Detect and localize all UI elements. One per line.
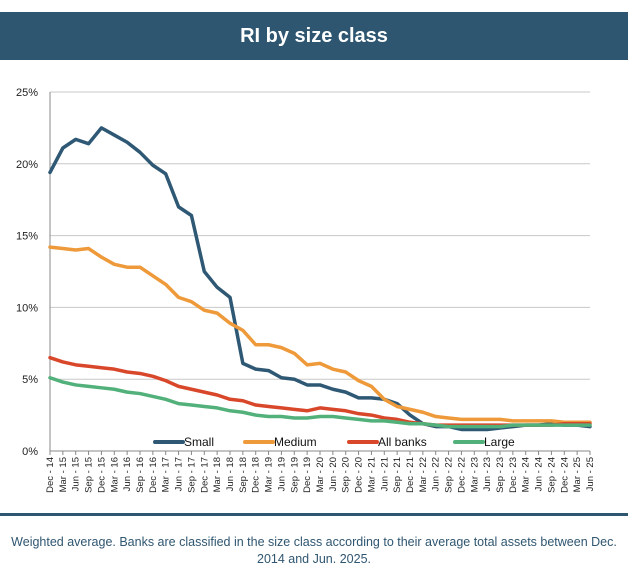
y-tick-label: 20% — [16, 159, 38, 171]
x-tick-label: Jun - 21 — [379, 457, 390, 491]
y-tick-label: 5% — [22, 374, 38, 386]
chart-title-banner: RI by size class — [0, 12, 628, 60]
x-tick-label: Jun - 15 — [71, 457, 82, 491]
y-tick-label: 15% — [16, 231, 38, 243]
x-tick-label: Jun - 25 — [585, 457, 596, 491]
y-tick-label: 10% — [16, 302, 38, 314]
x-tick-label: Sep - 23 — [495, 457, 506, 493]
series-line-large — [48, 376, 592, 429]
x-tick-label: Jun - 24 — [534, 457, 545, 491]
x-tick-label: Mar - 24 — [521, 457, 532, 492]
divider-line — [0, 513, 628, 516]
y-tick-label: 0% — [22, 446, 38, 458]
x-tick-label: Dec - 15 — [96, 457, 107, 493]
x-tick-label: Sep - 24 — [546, 457, 557, 493]
x-tick-label: Mar - 16 — [109, 457, 120, 492]
x-tick-label: Sep - 19 — [289, 457, 300, 493]
x-tick-label: Dec - 22 — [456, 457, 467, 493]
x-tick-label: Sep - 22 — [444, 457, 455, 493]
x-tick-label: Mar - 19 — [264, 457, 275, 492]
legend-label-large: Large — [484, 435, 515, 449]
x-tick-label: Jun - 17 — [174, 457, 185, 491]
line-chart: 0% 5% 10% 15% 20% 25% Dec - 14 Mar - 15 Jun - 15… — [16, 87, 596, 493]
x-tick-label: Mar - 21 — [366, 457, 377, 492]
x-tick-label: Jun - 16 — [122, 457, 133, 491]
legend-label-all-banks: All banks — [378, 435, 427, 449]
x-tick-label: Mar - 17 — [161, 457, 172, 492]
x-tick-label: Dec - 21 — [405, 457, 416, 493]
x-tick-label: Dec - 18 — [251, 457, 262, 493]
chart-title: RI by size class — [240, 24, 388, 47]
legend-label-small: Small — [184, 435, 214, 449]
x-tick-label: Sep - 18 — [238, 457, 249, 493]
x-tick-label: Dec - 16 — [148, 457, 159, 493]
x-tick-label: Jun - 18 — [225, 457, 236, 491]
x-tick-label: Jun - 22 — [431, 457, 442, 491]
series-line-medium — [48, 245, 592, 425]
x-tick-label: Sep - 16 — [135, 457, 146, 493]
legend-label-medium: Medium — [274, 435, 317, 449]
x-tick-label: Mar - 23 — [469, 457, 480, 492]
x-tick-label: Sep - 15 — [84, 457, 95, 493]
x-tick-label: Dec - 23 — [508, 457, 519, 493]
x-tick-label: Mar - 15 — [58, 457, 69, 492]
x-tick-label: Dec - 19 — [302, 457, 313, 493]
x-tick-label: Jun - 19 — [276, 457, 287, 491]
x-tick-label: Dec - 17 — [199, 457, 210, 493]
x-tick-label: Mar - 20 — [315, 457, 326, 492]
x-tick-label: Dec - 14 — [45, 457, 56, 493]
x-tick-label: Mar - 25 — [572, 457, 583, 492]
x-tick-label: Mar - 22 — [418, 457, 429, 492]
x-tick-label: Jun - 20 — [328, 457, 339, 491]
x-tick-label: Sep - 21 — [392, 457, 403, 493]
x-tick-label: Jun - 23 — [482, 457, 493, 491]
chart-caption: Weighted average. Banks are classified i… — [11, 535, 617, 566]
y-tick-label: 25% — [16, 87, 38, 99]
x-tick-label: Dec - 20 — [354, 457, 365, 493]
x-tick-label: Sep - 17 — [186, 457, 197, 493]
x-tick-label: Mar - 18 — [212, 457, 223, 492]
x-tick-label: Dec - 24 — [559, 457, 570, 493]
x-tick-label: Sep - 20 — [341, 457, 352, 493]
series-line-small — [48, 126, 592, 432]
